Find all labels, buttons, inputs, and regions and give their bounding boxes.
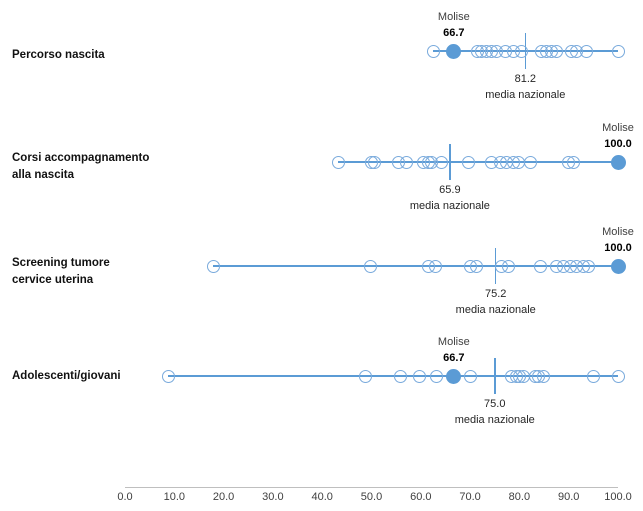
region-point xyxy=(430,369,444,383)
molise-annotation: Molise 66.7 xyxy=(438,334,470,366)
molise-point xyxy=(446,43,462,59)
row-line xyxy=(338,161,618,163)
region-point xyxy=(428,259,442,273)
region-point xyxy=(511,155,525,169)
region-point xyxy=(586,369,600,383)
molise-annotation: Molise 100.0 xyxy=(602,120,634,152)
molise-value: 100.0 xyxy=(604,242,632,254)
region-point xyxy=(580,44,594,58)
molise-value: 100.0 xyxy=(604,138,632,150)
row-line xyxy=(213,265,618,267)
category-label: Corsi accompagnamento alla nascita xyxy=(12,150,149,184)
molise-annotation: Molise 100.0 xyxy=(602,224,634,256)
x-axis-tick-label: 0.0 xyxy=(117,491,133,503)
x-axis-tick-label: 100.0 xyxy=(604,491,632,503)
molise-label: Molise xyxy=(437,11,470,23)
molise-value: 66.7 xyxy=(443,352,465,364)
x-axis-tick-label: 40.0 xyxy=(311,491,333,503)
molise-label: Molise xyxy=(602,122,634,134)
category-label-line: cervice uterina xyxy=(12,274,94,286)
molise-point xyxy=(610,154,626,170)
molise-label: Molise xyxy=(437,336,470,348)
region-point xyxy=(358,369,372,383)
category-label-line: alla nascita xyxy=(12,169,75,181)
region-point xyxy=(537,369,551,383)
x-axis-tick-label: 90.0 xyxy=(557,491,580,503)
region-point xyxy=(515,44,529,58)
region-point xyxy=(331,155,345,169)
region-point xyxy=(470,259,483,273)
region-point xyxy=(461,155,475,169)
national-average-caption: media nazionale xyxy=(454,414,535,426)
region-point xyxy=(501,259,515,273)
region-point xyxy=(400,155,413,169)
molise-label: Molise xyxy=(602,226,634,238)
category-label: Percorso nascita xyxy=(12,47,105,64)
category-label: Screening tumore cervice uterina xyxy=(12,255,110,289)
region-point xyxy=(523,155,537,169)
category-label-line: Percorso nascita xyxy=(12,49,105,61)
national-average-value: 65.9 xyxy=(439,184,461,196)
x-axis-tick-label: 80.0 xyxy=(508,491,531,503)
region-point xyxy=(463,369,477,383)
region-point xyxy=(393,369,407,383)
category-label-line: Screening tumore xyxy=(12,257,110,269)
region-point xyxy=(581,259,595,273)
region-point xyxy=(363,259,377,273)
category-label-line: Adolescenti/giovani xyxy=(12,370,121,382)
national-average-value: 75.0 xyxy=(484,398,506,410)
x-axis-tick-label: 30.0 xyxy=(262,491,284,503)
molise-annotation: Molise 66.7 xyxy=(438,9,470,41)
region-point xyxy=(611,44,625,58)
national-average-caption: media nazionale xyxy=(455,304,536,316)
region-point xyxy=(549,44,563,58)
x-axis-tick-label: 20.0 xyxy=(212,491,235,503)
national-average-caption: media nazionale xyxy=(409,200,490,212)
national-average-annotation: 65.9 media nazionale xyxy=(410,182,490,214)
molise-point xyxy=(610,258,626,274)
national-average-tick xyxy=(449,144,451,180)
x-axis-tick-label: 60.0 xyxy=(410,491,432,503)
region-point xyxy=(206,259,220,273)
region-point xyxy=(611,369,625,383)
category-label-line: Corsi accompagnamento xyxy=(12,152,150,164)
region-point xyxy=(368,155,382,169)
region-point xyxy=(533,259,547,273)
national-average-value: 81.2 xyxy=(514,73,537,85)
national-average-tick xyxy=(494,358,496,394)
x-axis-tick-label: 10.0 xyxy=(163,491,186,503)
region-point xyxy=(516,369,530,383)
national-average-value: 75.2 xyxy=(485,288,507,300)
region-point xyxy=(567,155,581,169)
molise-point xyxy=(446,368,462,384)
national-average-caption: media nazionale xyxy=(485,89,566,101)
region-point xyxy=(413,369,427,383)
region-point xyxy=(426,44,440,58)
category-label: Adolescenti/giovani xyxy=(12,368,121,385)
region-point xyxy=(161,369,175,383)
national-average-annotation: 75.2 media nazionale xyxy=(456,286,536,318)
x-axis-tick-label: 70.0 xyxy=(459,491,481,503)
region-point xyxy=(435,155,448,169)
molise-value: 66.7 xyxy=(443,27,465,39)
national-average-annotation: 75.0 media nazionale xyxy=(455,396,535,428)
national-average-annotation: 81.2 media nazionale xyxy=(485,71,565,103)
x-axis-tick-label: 50.0 xyxy=(360,491,383,503)
x-axis-line xyxy=(125,487,618,488)
row-line xyxy=(168,375,618,377)
